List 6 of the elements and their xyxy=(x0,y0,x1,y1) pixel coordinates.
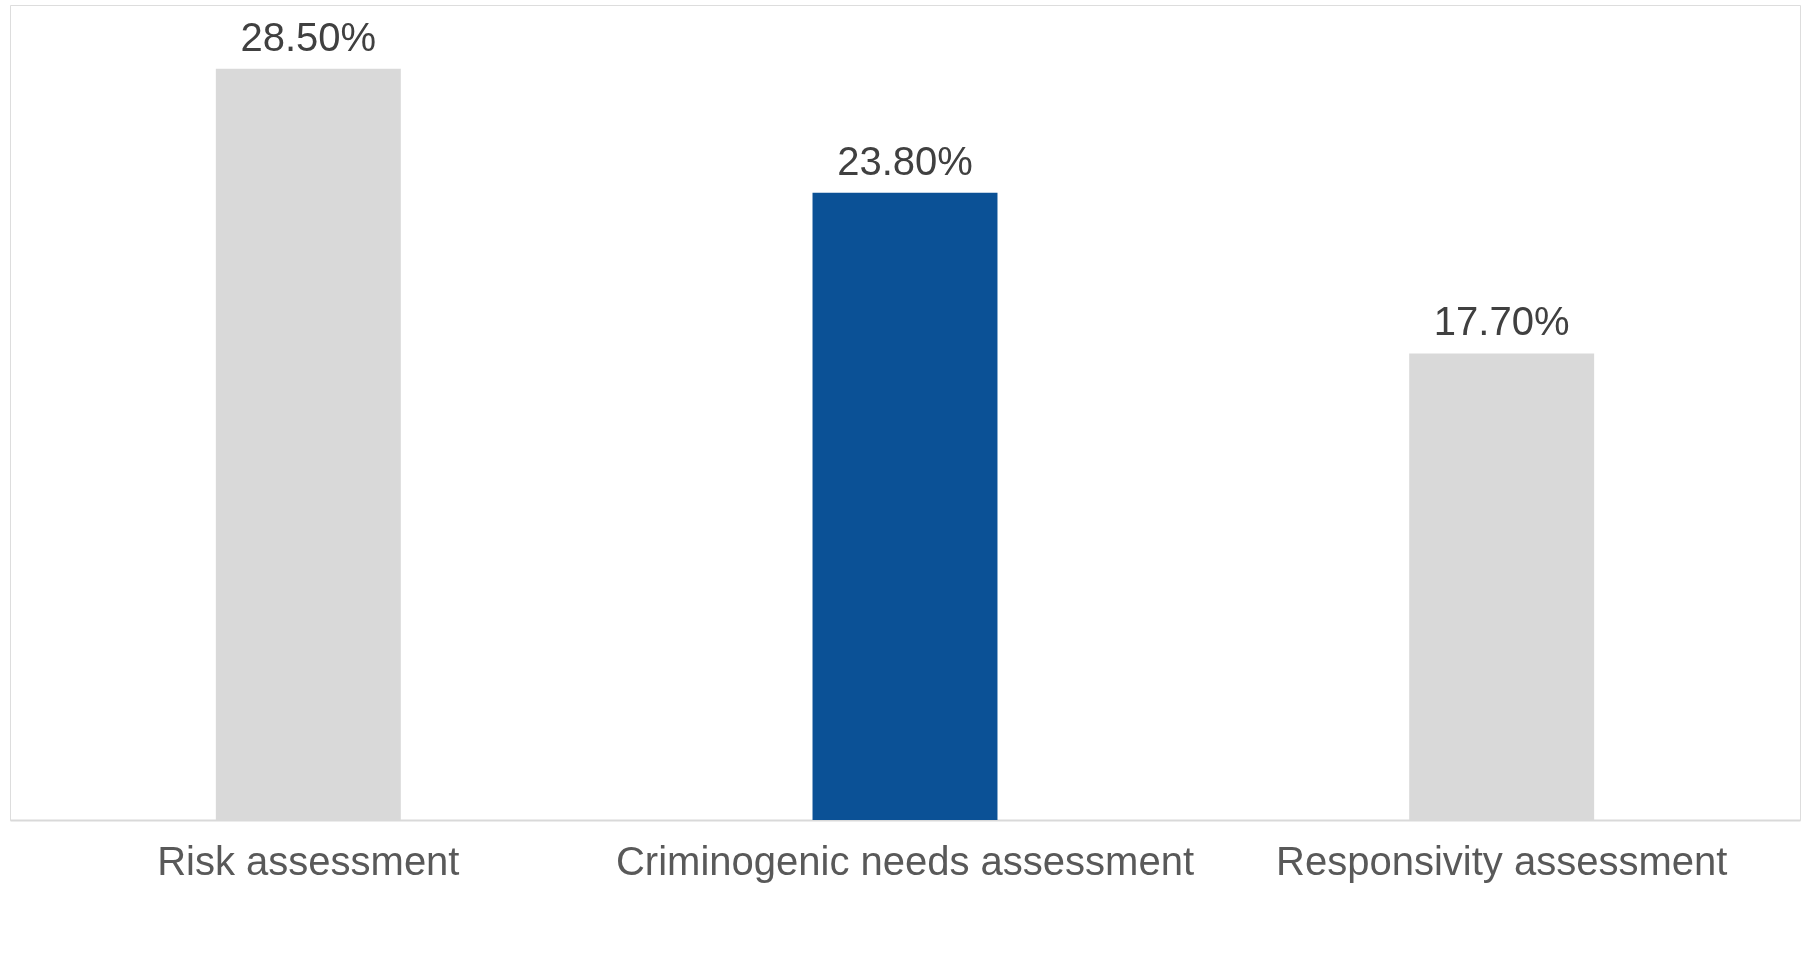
data-label: 17.70% xyxy=(1433,299,1570,344)
x-tick-label: Criminogenic needs assessment xyxy=(615,838,1195,883)
x-tick-label: Risk assessment xyxy=(157,838,460,883)
x-tick-label: Responsivity assessment xyxy=(1276,838,1728,883)
data-label: 28.50% xyxy=(240,14,377,59)
data-label: 23.80% xyxy=(837,138,973,183)
